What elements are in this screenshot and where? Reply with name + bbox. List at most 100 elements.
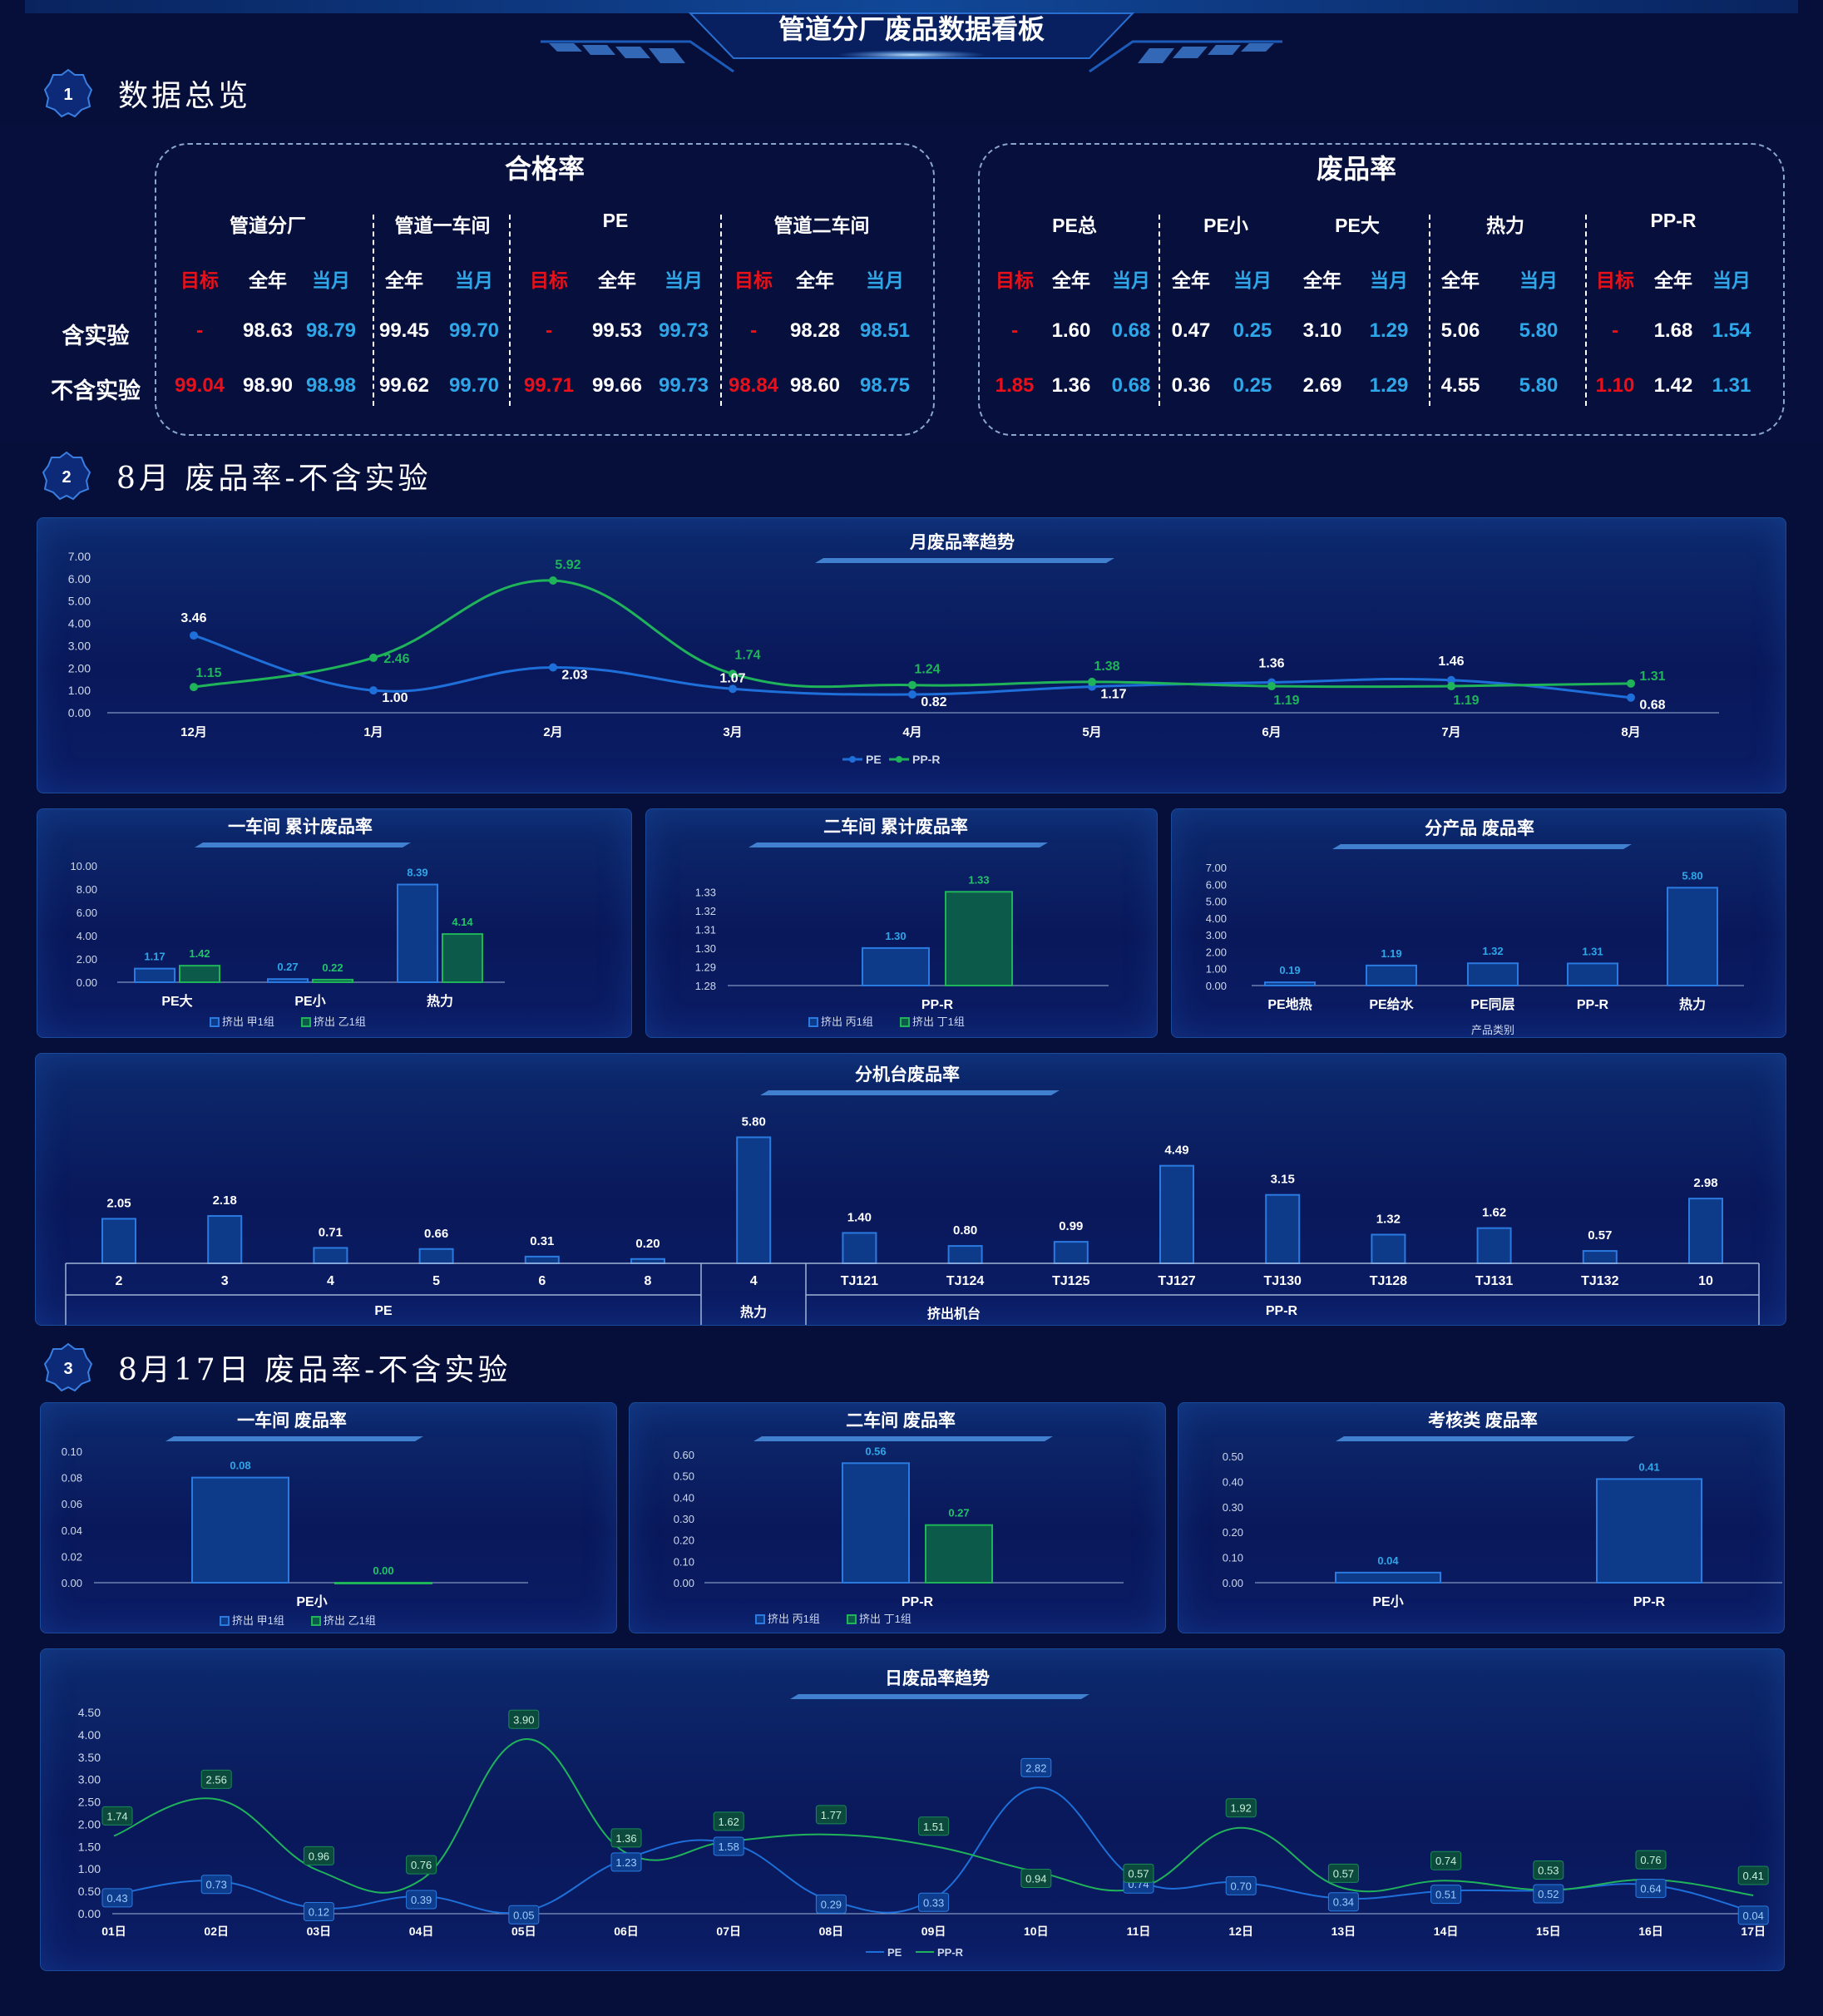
bar-value-label: 0.56 — [865, 1445, 886, 1457]
daily-exam-chart: 考核类 废品率 0.00 0.10 0.20 0.30 0.40 0.50 0.04 PE小 0.… — [1223, 1411, 1782, 1609]
col-label: 目标 — [995, 269, 1034, 291]
bar-value-label: 0.99 — [1059, 1219, 1083, 1233]
x-tick-label: 15日 — [1536, 1925, 1561, 1938]
chart-title: 一车间 累计废品率 — [228, 817, 373, 837]
title-underline-bar — [166, 1436, 423, 1441]
x-tick-label: 03日 — [307, 1925, 332, 1938]
group-label: 热力 — [740, 1304, 767, 1320]
scrap-value: 1.60 — [1051, 319, 1091, 342]
scrap-value: 0.68 — [1111, 374, 1151, 397]
data-label-box — [815, 1894, 847, 1914]
col-label: 当月 — [1233, 269, 1272, 291]
chart-title: 考核类 废品率 — [1428, 1411, 1538, 1430]
chart-title: 二车间 累计废品率 — [823, 817, 968, 837]
x-tick-label: PP-R — [1633, 1595, 1666, 1609]
group-label: 挤出机台 — [927, 1306, 981, 1322]
x-tick-label: 热力 — [1679, 996, 1706, 1012]
panel-product: 分产品 废品率 0.00 1.00 2.00 3.00 4.00 5.00 6.00 7.00 0… — [1171, 808, 1786, 1038]
y-tick-label: 2.50 — [78, 1796, 101, 1809]
bar-value-label: 1.30 — [885, 930, 906, 942]
legend: 挤出 丙1组 挤出 丁1组 — [755, 1613, 912, 1625]
pass-value: 98.28 — [789, 319, 841, 342]
legend-label: 挤出 丙1组 — [821, 1015, 873, 1028]
data-point — [369, 686, 378, 695]
bar — [1053, 1241, 1089, 1265]
bar-value-label: 1.40 — [847, 1210, 872, 1224]
data-label: 0.73 — [206, 1879, 227, 1891]
data-label: 3.90 — [513, 1713, 534, 1726]
data-label-box — [1737, 1905, 1769, 1925]
y-tick-label: 0.30 — [674, 1513, 694, 1525]
data-label: 1.17 — [1100, 688, 1126, 702]
scrap-value: 4.55 — [1440, 374, 1480, 397]
y-tick-label: 0.10 — [62, 1445, 82, 1458]
bar — [442, 933, 483, 983]
bar-value-label: 1.33 — [968, 873, 989, 886]
data-label-box — [918, 1816, 950, 1836]
title-underline-bar — [1336, 1436, 1635, 1441]
pass-value: - — [546, 319, 552, 342]
pass-value: 98.60 — [789, 374, 841, 397]
x-tick-label: 2 — [116, 1274, 123, 1288]
legend: PE PP-R — [866, 1946, 964, 1959]
x-tick-label: 1月 — [363, 725, 383, 739]
title-underline — [815, 558, 1114, 563]
bar — [736, 1136, 772, 1264]
bar — [1159, 1164, 1194, 1264]
data-point — [1267, 682, 1276, 691]
data-label: 0.39 — [411, 1894, 432, 1906]
data-label-box — [508, 1905, 540, 1925]
bar — [397, 883, 438, 983]
x-tick-label: 4 — [327, 1274, 334, 1288]
bar-value-label: 0.31 — [530, 1234, 554, 1248]
panel-monthly: 月废品率趋势 0.00 1.00 2.00 3.00 4.00 5.00 6.00 7.00 12… — [37, 517, 1786, 793]
bar-value-label: 0.27 — [277, 961, 298, 973]
title-underline — [748, 842, 1048, 847]
data-label: 0.41 — [1743, 1870, 1764, 1882]
data-label: 1.31 — [1639, 670, 1665, 684]
col-label: 全年 — [1303, 269, 1341, 291]
y-tick-label: 0.10 — [1223, 1552, 1243, 1564]
data-point — [1447, 682, 1455, 691]
data-label-box — [200, 1875, 232, 1895]
legend-label: PP-R — [912, 753, 940, 766]
daily-ws1-chart: 一车间 废品率 0.00 0.02 0.04 0.06 0.08 0.10 0.08 0.00 P… — [62, 1411, 528, 1627]
y-tick-label: 4.00 — [1206, 912, 1227, 925]
x-tick-label: 09日 — [921, 1925, 946, 1938]
x-tick-label: 5月 — [1082, 725, 1101, 739]
y-tick-label: 1.28 — [695, 980, 716, 992]
legend-label: 挤出 甲1组 — [222, 1015, 274, 1028]
bar-value-label: 0.80 — [953, 1223, 977, 1238]
scrap-value: 0.68 — [1111, 319, 1151, 342]
bar — [524, 1255, 560, 1264]
col-label: 当月 — [455, 269, 493, 291]
scrap-value: 3.10 — [1302, 319, 1342, 342]
section-badge-icon: 1 — [43, 68, 93, 118]
x-tick-label: PE同层 — [1470, 997, 1514, 1012]
scrap-rate-title: 废品率 — [1316, 154, 1396, 184]
legend: 挤出 丙1组 挤出 丁1组 — [808, 1015, 965, 1028]
col-label: 全年 — [598, 269, 636, 291]
x-tick-label: 6月 — [1262, 725, 1281, 739]
y-tick-label: 4.00 — [78, 1728, 101, 1742]
legend-label: PP-R — [937, 1946, 964, 1959]
panel-d-ws1: 一车间 废品率 0.00 0.02 0.04 0.06 0.08 0.10 0.08 0.00 P… — [40, 1402, 617, 1633]
bar — [1264, 981, 1316, 987]
scrap-rate-box — [978, 143, 1785, 436]
title-underline — [195, 842, 411, 847]
daily-trend-chart: 日废品率趋势 0.00 0.50 1.00 1.50 2.00 2.50 3.00 3.50 4.… — [78, 1668, 1769, 1959]
bar-value-label: 1.17 — [144, 951, 165, 963]
bar — [630, 1258, 665, 1265]
data-label-box — [610, 1828, 642, 1848]
legend-swatch — [210, 1017, 220, 1027]
col-label: 当月 — [1712, 269, 1751, 291]
pass-value: 98.90 — [242, 374, 294, 397]
bar — [1582, 1250, 1618, 1264]
data-label: 1.36 — [615, 1832, 636, 1845]
y-tick-label: 10.00 — [70, 860, 97, 872]
y-tick-label: 1.33 — [695, 886, 716, 898]
x-tick-label: 14日 — [1434, 1925, 1459, 1938]
title-underline-bar — [790, 1694, 1089, 1699]
data-label-box — [1225, 1798, 1257, 1818]
pass-value: 99.04 — [174, 374, 225, 397]
